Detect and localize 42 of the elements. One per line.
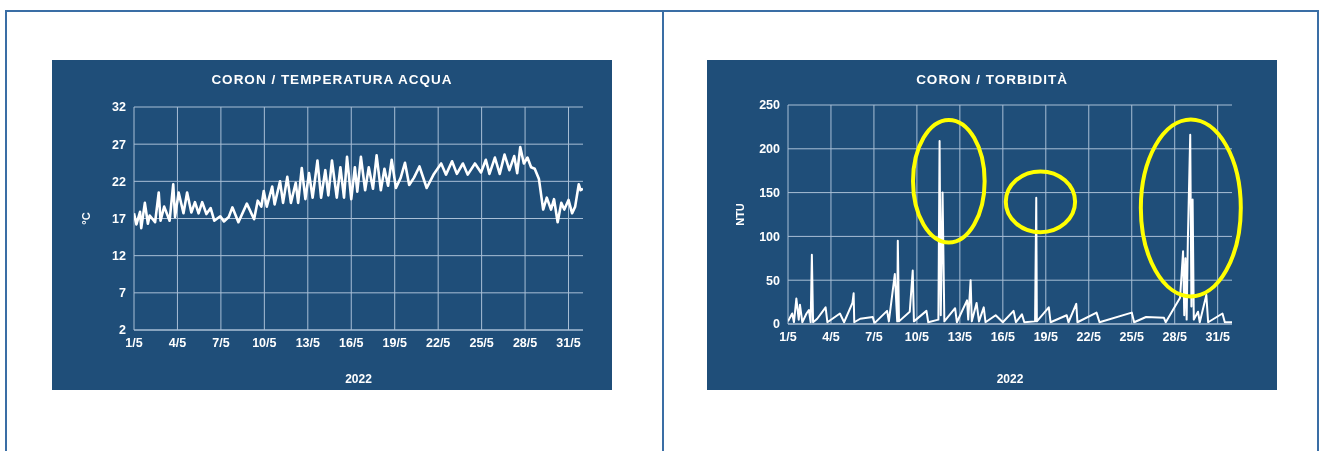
x-tick-label: 1/5	[779, 329, 797, 344]
x-tick-label: 22/5	[1076, 329, 1101, 344]
x-tick-label: 25/5	[1119, 329, 1144, 344]
x-tick-label: 22/5	[425, 335, 451, 350]
y-tick-label: 7	[119, 286, 127, 301]
x-tick-label: 16/5	[990, 329, 1016, 344]
y-tick-label: 32	[112, 100, 127, 115]
line-series	[134, 145, 583, 230]
x-tick-label: 4/5	[822, 329, 840, 344]
x-tick-label: 4/5	[168, 335, 187, 350]
x-tick-label: 19/5	[1033, 329, 1059, 344]
y-tick-label: 0	[773, 317, 781, 332]
x-tick-label: 31/5	[1205, 329, 1230, 344]
x-axis-title: 2022	[344, 372, 373, 386]
y-tick-label: 22	[112, 174, 127, 189]
y-tick-label: 200	[759, 142, 781, 157]
x-tick-label: 13/5	[947, 329, 973, 344]
y-tick-label: 2	[119, 323, 127, 338]
y-tick-label: 27	[112, 137, 127, 152]
x-tick-label: 1/5	[125, 335, 143, 350]
y-tick-label: 12	[112, 249, 127, 264]
y-tick-label: 150	[759, 186, 781, 201]
x-tick-label: 28/5	[1162, 329, 1187, 344]
chart-title: CORON / TEMPERATURA ACQUA	[210, 72, 454, 87]
x-tick-label: 10/5	[252, 335, 277, 350]
x-tick-label: 19/5	[382, 335, 407, 350]
x-tick-label: 16/5	[339, 335, 364, 350]
x-tick-label: 10/5	[904, 329, 930, 344]
y-tick-label: 250	[759, 98, 781, 113]
x-tick-label: 13/5	[295, 335, 321, 350]
x-axis-title: 2022	[995, 372, 1025, 386]
x-tick-label: 7/5	[212, 335, 230, 350]
x-tick-label: 31/5	[556, 335, 581, 350]
y-axis-title: °C	[79, 212, 92, 225]
x-tick-label: 28/5	[512, 335, 538, 350]
y-tick-label: 17	[112, 211, 127, 226]
x-tick-label: 25/5	[469, 335, 494, 350]
x-tick-label: 7/5	[865, 329, 883, 344]
y-tick-label: 100	[759, 229, 781, 244]
y-axis-title: NTU	[733, 203, 746, 226]
chart-title: CORON / TORBIDITÀ	[915, 72, 1069, 87]
y-tick-label: 50	[766, 273, 781, 288]
